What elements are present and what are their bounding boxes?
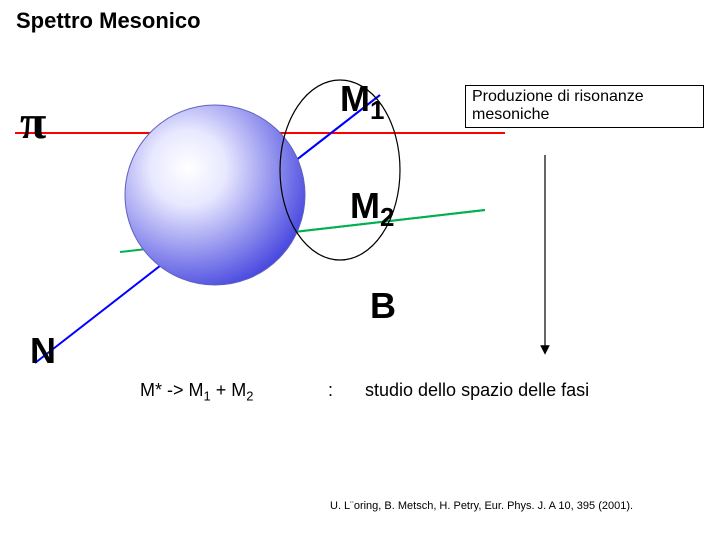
pi-label: π [20, 95, 46, 150]
reaction-lhs-text: M* -> M [140, 380, 204, 400]
label-m1: M1 [340, 78, 384, 126]
legend-line2: mesoniche [472, 106, 697, 124]
reaction-sub2: 2 [246, 389, 253, 404]
reaction-rhs: studio dello spazio delle fasi [365, 380, 589, 401]
reaction-sub1: 1 [204, 389, 211, 404]
reaction-mid: + M [211, 380, 247, 400]
sphere-blob [125, 105, 305, 285]
legend-box: Produzione di risonanze mesoniche [465, 85, 704, 128]
slide-canvas: Spettro Mesonico [0, 0, 720, 540]
label-b: B [370, 285, 396, 327]
label-m2: M2 [350, 185, 394, 233]
legend-line1: Produzione di risonanze [472, 88, 697, 106]
label-n: N [30, 330, 56, 372]
label-m1-sub: 1 [370, 97, 384, 125]
reaction-colon: : [328, 380, 333, 401]
label-m2-base: M [350, 185, 380, 226]
label-m2-sub: 2 [380, 204, 394, 232]
citation: U. L¨oring, B. Metsch, H. Petry, Eur. Ph… [330, 500, 633, 512]
reaction-lhs: M* -> M1 + M2 [140, 380, 253, 404]
label-m1-base: M [340, 78, 370, 119]
